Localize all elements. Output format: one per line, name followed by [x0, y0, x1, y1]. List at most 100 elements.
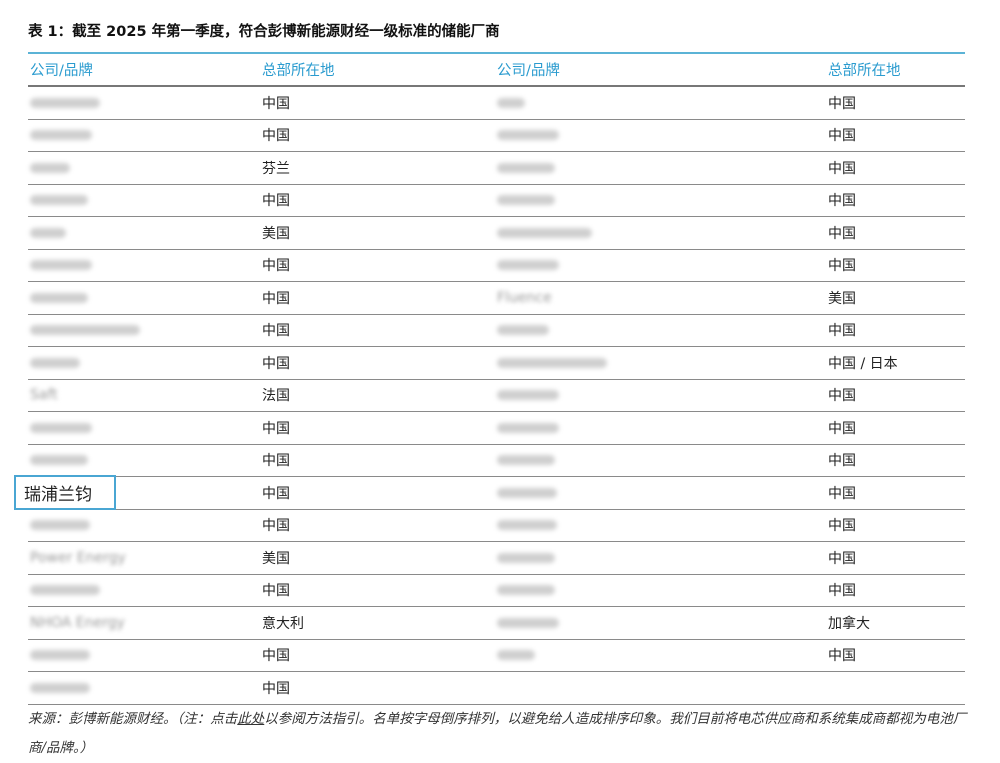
hq-location: 中国: [828, 323, 856, 340]
company-cell: [497, 152, 555, 184]
table-row: Power Energy 美国 中国: [28, 542, 965, 575]
redacted-text: [497, 552, 555, 563]
hq-cell: 中国: [262, 640, 290, 672]
hq-cell: 中国: [828, 412, 856, 444]
hq-location: 中国: [828, 128, 856, 145]
company-name: Fluence: [497, 289, 552, 306]
hq-cell: 中国: [828, 87, 856, 119]
redacted-text: [497, 130, 559, 141]
table-row: Saft 法国 中国: [28, 380, 965, 412]
footnote-prefix: 来源：彭博新能源财经。（注：点击: [28, 711, 238, 727]
company-name: Power Energy: [30, 549, 126, 566]
hq-location: 美国: [828, 290, 856, 307]
hq-location: 中国: [828, 485, 856, 502]
redacted-text: [30, 195, 88, 206]
redacted-text: [30, 292, 88, 303]
vendor-table: 公司/品牌 总部所在地 公司/品牌 总部所在地 中国 中国 中国 中国 芬兰 中国 中国 中国…: [14, 52, 965, 705]
hq-cell: 中国: [262, 120, 290, 152]
hq-cell: 中国: [828, 380, 856, 412]
hq-location: 中国: [828, 518, 856, 535]
company-cell: [30, 87, 100, 119]
redacted-text: [497, 195, 555, 206]
company-cell: [30, 152, 70, 184]
hq-cell: 中国 / 日本: [828, 347, 898, 379]
hq-cell: 中国: [262, 672, 290, 704]
table-row: 中国 中国: [28, 575, 965, 607]
redacted-text: [30, 682, 90, 693]
company-cell: [497, 542, 555, 574]
hq-location: 中国 / 日本: [828, 355, 898, 372]
redacted-text: [30, 520, 90, 531]
redacted-text: [497, 97, 525, 108]
table-row: 中国 中国: [28, 87, 965, 120]
hq-location: 中国: [828, 388, 856, 405]
redacted-text: [30, 325, 140, 336]
redacted-text: [30, 455, 88, 466]
hq-location: 中国: [828, 648, 856, 665]
redacted-text: [30, 422, 92, 433]
hq-cell: 中国: [828, 250, 856, 282]
header-hq-2: 总部所在地: [828, 63, 901, 79]
hq-cell: 中国: [262, 445, 290, 477]
company-cell: [497, 640, 535, 672]
table-row: 中国: [28, 672, 965, 705]
hq-cell: 中国: [262, 315, 290, 347]
company-cell: [497, 185, 555, 217]
hq-location: 中国: [828, 420, 856, 437]
redacted-text: [497, 390, 559, 401]
hq-location: 中国: [262, 128, 290, 145]
company-cell: 瑞浦兰钧: [14, 475, 132, 511]
hq-cell: 中国: [262, 185, 290, 217]
company-cell: [497, 445, 555, 477]
methodology-link[interactable]: 此处: [237, 711, 265, 727]
redacted-text: [30, 97, 100, 108]
hq-location: 中国: [262, 648, 290, 665]
redacted-text: [497, 455, 555, 466]
hq-cell: 中国: [828, 445, 856, 477]
hq-cell: 意大利: [262, 607, 304, 639]
company-cell: [497, 87, 525, 119]
hq-cell: 中国: [262, 477, 290, 509]
table-row: 中国 中国: [28, 315, 965, 347]
company-cell: [497, 315, 549, 347]
company-cell: [30, 510, 90, 542]
hq-location: 中国: [262, 290, 290, 307]
company-cell: [30, 315, 140, 347]
redacted-text: [497, 260, 559, 271]
hq-cell: 中国: [828, 120, 856, 152]
company-cell: [30, 120, 92, 152]
company-cell: [497, 347, 607, 379]
redacted-text: [497, 520, 557, 531]
redacted-text: [497, 617, 559, 628]
hq-cell: 中国: [828, 640, 856, 672]
hq-cell: 中国: [262, 510, 290, 542]
hq-location: 中国: [262, 453, 290, 470]
redacted-text: [30, 357, 80, 368]
company-cell: [30, 640, 90, 672]
header-company-1: 公司/品牌: [30, 63, 93, 79]
table-row: 瑞浦兰钧 中国 中国: [14, 475, 965, 511]
company-name: NHOA Energy: [30, 614, 125, 631]
redacted-text: [497, 422, 559, 433]
hq-cell: 中国: [828, 185, 856, 217]
hq-cell: 中国: [262, 412, 290, 444]
hq-location: 美国: [262, 550, 290, 567]
redacted-text: [497, 357, 607, 368]
redacted-text: [30, 260, 92, 271]
hq-cell: 美国: [262, 542, 290, 574]
company-cell: [497, 250, 559, 282]
company-cell: [497, 380, 559, 412]
hq-cell: 中国: [262, 87, 290, 119]
company-cell: [30, 185, 88, 217]
table-body: 中国 中国 中国 中国 芬兰 中国 中国 中国 美国 中国 中国 中国 中国 Fluence 美国 中国 中国中…: [14, 87, 965, 705]
table-row: 中国 中国: [28, 510, 965, 542]
company-cell: [30, 575, 100, 607]
hq-location: 中国: [262, 583, 290, 600]
hq-cell: 中国: [828, 152, 856, 184]
hq-cell: 法国: [262, 380, 290, 412]
hq-location: 中国: [828, 160, 856, 177]
hq-cell: 中国: [262, 250, 290, 282]
table-row: 中国 中国 / 日本: [28, 347, 965, 380]
footnote: 来源：彭博新能源财经。（注：点击此处以参阅方法指引。名单按字母倒序排列，以避免给…: [28, 705, 978, 763]
table-row: 中国 中国: [28, 640, 965, 672]
